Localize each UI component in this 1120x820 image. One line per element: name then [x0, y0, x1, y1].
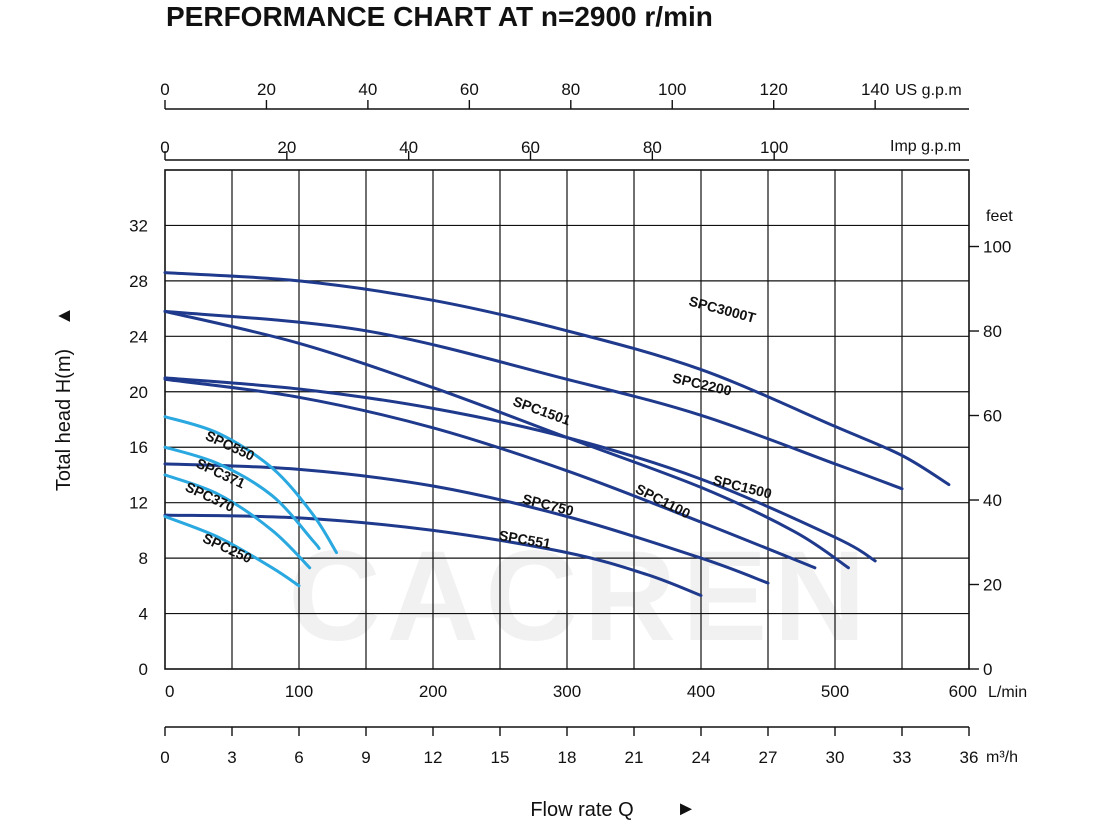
- us-gpm-tick-label: 60: [460, 80, 479, 99]
- feet-tick-label: 80: [983, 322, 1002, 341]
- curve-label-spc250: SPC250: [200, 530, 254, 567]
- curve-spc1100: [163, 377, 817, 570]
- m3h-tick-label: 12: [424, 748, 443, 767]
- curve-spc2200: [163, 309, 904, 491]
- curve-label-spc1501: SPC1501: [511, 393, 573, 429]
- us-gpm-tick-label: 80: [561, 80, 580, 99]
- m3h-tick-label: 33: [893, 748, 912, 767]
- feet-tick-label: 60: [983, 407, 1002, 426]
- x-tick-label: 200: [419, 682, 447, 701]
- curve-spc550: [163, 415, 338, 555]
- chart-title: PERFORMANCE CHART AT n=2900 r/min: [166, 1, 713, 32]
- watermark-text: CACREN: [288, 525, 872, 668]
- us-gpm-tick-label: 0: [160, 80, 169, 99]
- y-tick-label: 4: [139, 605, 148, 624]
- x-axis-title-group: Flow rate Q ►: [530, 798, 696, 820]
- imp-gpm-unit-label: Imp g.p.m: [890, 138, 961, 155]
- y-tick-label: 24: [129, 327, 148, 346]
- y-axis-arrow-icon: ▲: [53, 306, 75, 326]
- curve-spc750: [163, 462, 770, 585]
- y-axis-title: Total head H(m): [53, 349, 75, 491]
- us-gpm-tick-label: 20: [257, 80, 276, 99]
- m3h-tick-label: 21: [625, 748, 644, 767]
- feet-tick-label: 20: [983, 576, 1002, 595]
- curve-label-spc2200: SPC2200: [671, 370, 733, 399]
- curve-spc3000t: [163, 271, 951, 487]
- imp-gpm-tick-label: 60: [521, 138, 540, 157]
- us-gpm-tick-label: 40: [358, 80, 377, 99]
- y-tick-label: 8: [139, 549, 148, 568]
- imp-gpm-tick-label: 40: [399, 138, 418, 157]
- m3h-tick-label: 6: [294, 748, 303, 767]
- m3h-tick-label: 30: [826, 748, 845, 767]
- m3h-tick-label: 0: [160, 748, 169, 767]
- y-tick-label: 0: [139, 660, 148, 679]
- x-axis-arrow-icon: ►: [676, 798, 696, 820]
- x-tick-label: 600: [949, 682, 977, 701]
- m3h-tick-label: 9: [361, 748, 370, 767]
- x-tick-label: 500: [821, 682, 849, 701]
- series-layer: [163, 271, 951, 597]
- y-tick-label: 28: [129, 272, 148, 291]
- feet-tick-label: 40: [983, 491, 1002, 510]
- imp-gpm-tick-label: 80: [643, 138, 662, 157]
- y-tick-label: 20: [129, 383, 148, 402]
- imp-gpm-tick-label: 100: [760, 138, 788, 157]
- y-tick-label: 12: [129, 494, 148, 513]
- curve-spc370: [163, 473, 312, 570]
- curve-spc1500: [163, 376, 877, 563]
- m3h-tick-label: 27: [759, 748, 778, 767]
- x-tick-label: 300: [553, 682, 581, 701]
- curve-label-spc550: SPC550: [203, 427, 257, 464]
- y-axis-title-group: Total head H(m) ▲: [53, 306, 75, 491]
- imp-gpm-tick-label: 0: [160, 138, 169, 157]
- curve-spc250: [163, 515, 301, 588]
- curve-label-spc1100: SPC1100: [633, 480, 693, 521]
- curve-label-spc3000t: SPC3000T: [687, 293, 758, 326]
- x-unit-label: L/min: [988, 684, 1027, 701]
- m3h-tick-label: 36: [960, 748, 979, 767]
- us-gpm-unit-label: US g.p.m: [895, 82, 962, 99]
- y-tick-label: 16: [129, 438, 148, 457]
- x-axis-title: Flow rate Q: [530, 799, 633, 820]
- us-gpm-tick-label: 100: [658, 80, 686, 99]
- feet-tick-label: 0: [983, 660, 992, 679]
- x-tick-label: 400: [687, 682, 715, 701]
- x-tick-label: 100: [285, 682, 313, 701]
- m3h-tick-label: 3: [227, 748, 236, 767]
- feet-unit-label: feet: [986, 208, 1013, 225]
- feet-tick-label: 100: [983, 238, 1011, 257]
- m3h-tick-label: 18: [558, 748, 577, 767]
- curve-spc551: [163, 513, 703, 597]
- m3h-tick-label: 15: [491, 748, 510, 767]
- m3h-unit-label: m³/h: [986, 749, 1018, 766]
- imp-gpm-tick-label: 20: [277, 138, 296, 157]
- m3h-tick-label: 24: [692, 748, 711, 767]
- us-gpm-tick-label: 140: [861, 80, 889, 99]
- curve-spc371: [163, 445, 321, 550]
- us-gpm-tick-label: 120: [760, 80, 788, 99]
- y-tick-label: 32: [129, 216, 148, 235]
- x-tick-label: 0: [165, 682, 174, 701]
